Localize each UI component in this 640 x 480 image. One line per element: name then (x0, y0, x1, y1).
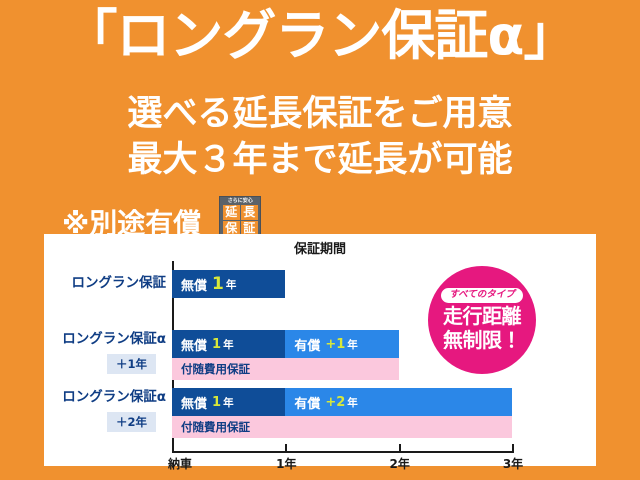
bar-segment-value: +2 (325, 394, 346, 410)
warranty-chart-panel: 保証期間 納車 1年 2年 3年 ロングラン保証 無償 1 年ロングラン保証α ＋1年 無償 1 年… (44, 234, 596, 471)
stamp-cell: 保 (222, 221, 240, 236)
bar-row-sublabel: ＋1年 (106, 354, 156, 374)
badge-line-1: 走行距離 (443, 303, 522, 328)
bar-segment-unit: 年 (347, 338, 358, 351)
bar-segment-paid: 有償 +1 年 (285, 330, 399, 358)
stamp-cell: 証 (240, 221, 258, 236)
bar-segment-unit: 年 (347, 396, 358, 409)
note-text: ※別途有償 (62, 207, 202, 240)
bar-segment-ancillary: 付随費用保証 (172, 358, 399, 380)
chart-title: 保証期間 (293, 242, 346, 257)
extended-warranty-stamp-icon: さらに安心 延 長 保 証 (219, 196, 262, 238)
bar-segment-label: 無償 (181, 396, 208, 412)
bar-segment-free: 無償 1 年 (172, 270, 286, 298)
bar-row-label: ロングラン保証α (62, 331, 166, 347)
subtitle-line-1: 選べる延長保証をご用意 (127, 94, 513, 134)
chart-x-tick-label: 2年 (389, 457, 410, 471)
chart-x-tick-label: 納車 (168, 457, 193, 471)
bar-segment-unit: 年 (225, 278, 237, 291)
bar-segment-value: 1 (212, 336, 222, 352)
bar-segment-paid: 有償 +2 年 (285, 388, 512, 416)
bar-segment-label: 無償 (181, 338, 208, 354)
bar-segment-value: 1 (212, 274, 224, 294)
chart-x-tick (512, 444, 514, 453)
bar-segment-value: +1 (325, 336, 346, 352)
badge-pill-label: すべてのタイプ (441, 288, 523, 303)
bar-segment-label: 無償 (181, 278, 208, 294)
chart-x-tick (285, 444, 288, 453)
mileage-unlimited-badge: すべてのタイプ 走行距離 無制限！ (428, 266, 536, 374)
bar-row-sublabel: ＋2年 (106, 412, 156, 432)
subtitle-line-2: 最大３年まで延長が可能 (127, 140, 513, 180)
chart-x-tick-label: 1年 (276, 457, 297, 471)
chart-x-tick (398, 444, 401, 453)
bar-segment-label: 有償 (294, 396, 321, 412)
chart-x-tick-label: 3年 (502, 457, 524, 471)
bar-segment-value: 1 (212, 394, 222, 410)
stamp-cell: 延 (222, 205, 240, 220)
stamp-top-text: さらに安心 (227, 198, 253, 204)
page-title: 「ロングラン保証α」 (63, 4, 577, 67)
chart-x-tick (172, 444, 174, 453)
bar-segment-free: 無償 1 年 (172, 330, 286, 358)
chart-x-axis (172, 451, 512, 453)
bar-row-label: ロングラン保証α (62, 389, 166, 405)
bar-segment-ancillary: 付随費用保証 (172, 416, 512, 438)
bar-segment-free: 無償 1 年 (172, 388, 286, 416)
bar-segment-unit: 年 (223, 338, 234, 351)
bar-segment-unit: 年 (223, 396, 234, 409)
stamp-grid: 延 長 保 証 (222, 205, 258, 236)
bar-segment-label: 有償 (294, 338, 321, 354)
note-row: ※別途有償 さらに安心 延 長 保 証 (62, 196, 262, 240)
badge-line-2: 無制限！ (443, 328, 522, 353)
stamp-cell: 長 (240, 205, 258, 220)
bar-row-label: ロングラン保証 (71, 275, 167, 291)
